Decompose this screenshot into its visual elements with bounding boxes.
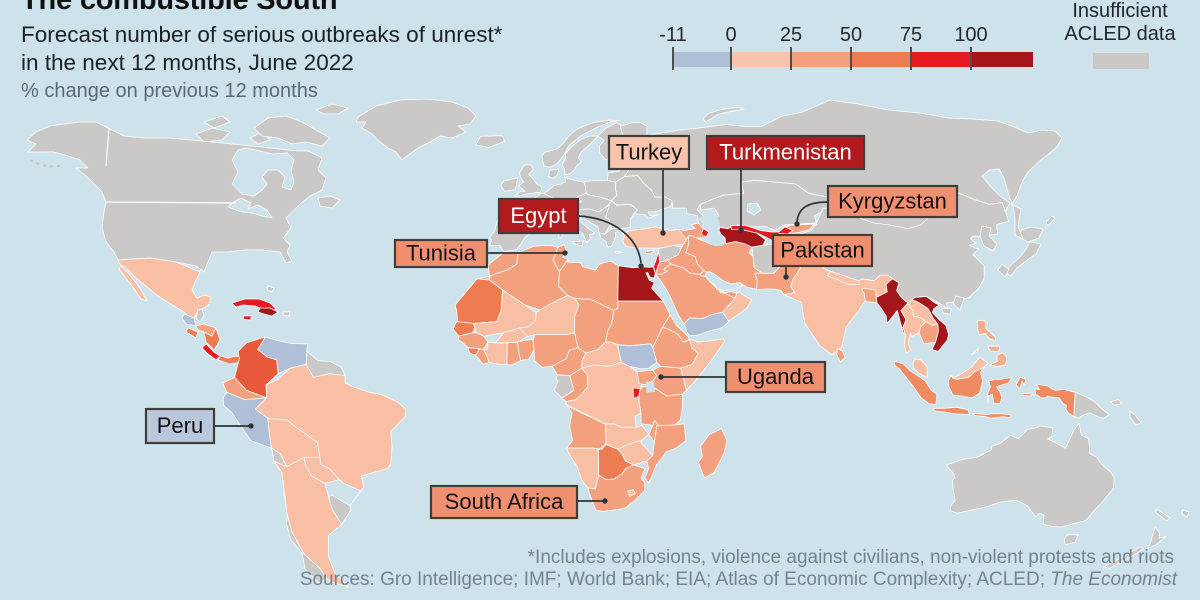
svg-text:-11: -11 (659, 24, 686, 46)
svg-text:Turkmenistan: Turkmenistan (719, 140, 851, 165)
svg-text:0: 0 (725, 24, 736, 46)
svg-text:100: 100 (954, 24, 987, 46)
svg-text:Turkey: Turkey (616, 140, 682, 165)
svg-text:Uganda: Uganda (737, 364, 815, 389)
svg-text:50: 50 (840, 24, 862, 46)
svg-text:25: 25 (780, 24, 802, 46)
svg-text:South Africa: South Africa (445, 489, 564, 514)
svg-text:Kyrgyzstan: Kyrgyzstan (838, 189, 947, 214)
svg-text:Egypt: Egypt (510, 203, 566, 228)
svg-text:75: 75 (900, 24, 922, 46)
svg-text:Pakistan: Pakistan (780, 238, 864, 263)
svg-text:Peru: Peru (157, 413, 203, 438)
svg-text:Tunisia: Tunisia (406, 241, 477, 266)
